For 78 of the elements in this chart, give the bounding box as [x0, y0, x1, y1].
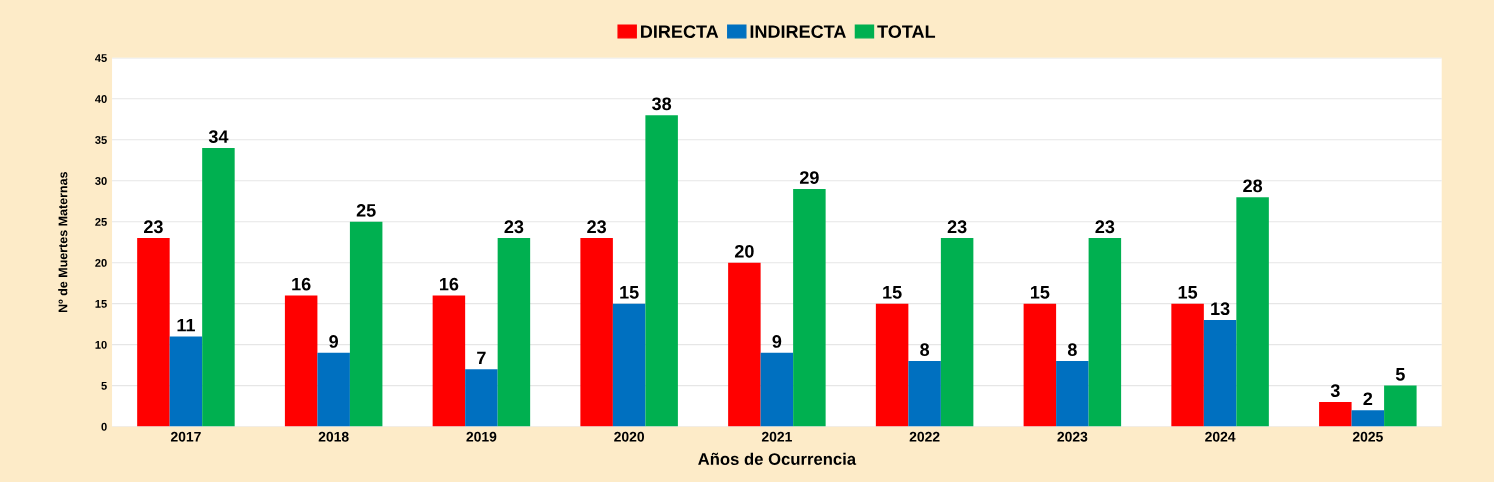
y-tick-label: 35 [95, 136, 107, 144]
legend-label: DIRECTA [641, 25, 719, 39]
bar [317, 352, 350, 427]
data-label: 15 [620, 286, 639, 299]
data-label: 15 [1030, 286, 1050, 299]
bar [432, 295, 466, 427]
data-label: 28 [1243, 179, 1263, 193]
data-label: 23 [504, 220, 524, 234]
bar [465, 369, 498, 427]
bar [645, 115, 678, 427]
bar [169, 336, 203, 427]
data-label: 23 [144, 220, 163, 234]
data-label: 20 [734, 244, 754, 258]
data-label: 11 [177, 318, 195, 332]
data-label: 38 [652, 97, 672, 111]
x-tick-label: 2024 [1205, 431, 1236, 442]
data-label: 9 [329, 335, 339, 348]
x-tick-label: 2020 [614, 431, 645, 442]
bar [908, 361, 941, 427]
bar [1203, 320, 1237, 427]
bar [1088, 238, 1122, 427]
y-tick-label: 25 [95, 217, 107, 226]
x-tick-label: 2017 [170, 431, 201, 442]
bar [760, 352, 794, 427]
bar [612, 303, 646, 427]
x-tick-label: 2022 [909, 431, 940, 442]
data-label: 16 [439, 277, 459, 291]
data-label: 7 [477, 351, 486, 365]
bar [202, 147, 235, 427]
y-tick-label: 45 [95, 54, 107, 62]
data-label: 23 [587, 220, 607, 234]
data-label: 8 [920, 343, 930, 357]
bar [793, 188, 826, 427]
x-tick-label: 2019 [466, 431, 497, 442]
x-tick-label: 2018 [318, 431, 349, 442]
data-label: 15 [1178, 286, 1198, 299]
y-tick-label: 15 [95, 300, 107, 308]
x-tick-label: 2021 [761, 431, 792, 442]
data-label: 3 [1330, 384, 1340, 398]
bar [284, 295, 318, 427]
data-label: 23 [1095, 220, 1115, 234]
bar [580, 238, 613, 427]
y-axis-title: Nº de Muertes Maternas [58, 172, 68, 313]
bar [1351, 410, 1385, 427]
bar [349, 221, 383, 427]
data-label: 16 [292, 277, 311, 291]
bar [728, 262, 761, 427]
bar [1171, 303, 1204, 427]
legend-label: TOTAL [877, 25, 936, 39]
bar [497, 238, 531, 427]
data-label: 25 [356, 203, 376, 217]
data-label: 13 [1211, 302, 1230, 316]
y-tick-label: 5 [101, 381, 107, 390]
y-tick-label: 30 [95, 177, 107, 185]
y-tick-label: 10 [95, 340, 107, 349]
bar [1236, 197, 1269, 427]
data-label: 29 [799, 171, 819, 184]
bar [875, 303, 909, 427]
bar [1319, 401, 1352, 427]
x-tick-label: 2025 [1352, 431, 1383, 442]
y-tick-label: 0 [101, 422, 107, 431]
legend-label: INDIRECTA [750, 25, 846, 39]
x-axis-title: Años de Ocurrencia [698, 452, 857, 465]
bar [1023, 303, 1057, 427]
bar [940, 238, 974, 427]
data-label: 34 [208, 130, 229, 144]
data-label: 8 [1067, 343, 1077, 357]
bar [137, 238, 170, 427]
data-label: 23 [947, 220, 967, 234]
data-label: 2 [1363, 392, 1373, 406]
bar [1384, 385, 1417, 427]
data-label: 9 [772, 335, 782, 348]
data-label: 5 [1395, 368, 1405, 381]
x-tick-label: 2023 [1057, 431, 1088, 442]
data-label: 15 [883, 286, 902, 299]
y-tick-label: 40 [95, 95, 107, 103]
bar [1056, 361, 1089, 427]
y-tick-label: 20 [95, 258, 107, 267]
